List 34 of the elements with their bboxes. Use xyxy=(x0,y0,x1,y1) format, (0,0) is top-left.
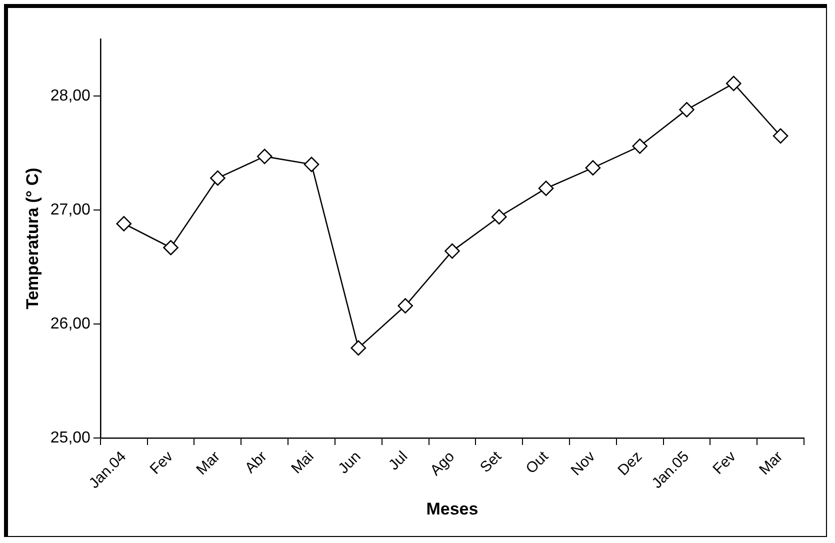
y-tick-label: 25,00 xyxy=(50,429,91,446)
point xyxy=(772,128,788,144)
point xyxy=(116,216,132,232)
point xyxy=(679,102,694,118)
x-tick-label: Fev xyxy=(146,448,177,478)
y-tick-label: 28,00 xyxy=(50,87,91,104)
point xyxy=(632,138,648,154)
x-axis-title: Meses xyxy=(426,499,478,518)
x-tick-label: Mai xyxy=(288,448,318,478)
x-tick-label: Abr xyxy=(242,448,270,477)
x-tick-label: Ago xyxy=(427,448,458,480)
point xyxy=(163,240,178,256)
x-tick-label: Out xyxy=(522,448,552,478)
x-tick-label: Mar xyxy=(193,448,224,478)
x-tick-label: Nov xyxy=(568,448,600,480)
x-tick-label: Set xyxy=(476,448,506,476)
point xyxy=(444,243,460,259)
point xyxy=(350,340,366,356)
x-tick-label: Jul xyxy=(385,448,412,474)
point xyxy=(398,298,413,314)
x-tick-label: Jun xyxy=(335,448,364,478)
point xyxy=(585,160,601,176)
y-axis-title: Temperatura (° C) xyxy=(22,168,42,310)
point xyxy=(304,156,320,172)
point xyxy=(538,180,554,196)
point xyxy=(256,148,272,164)
y-tick-label: 27,00 xyxy=(50,201,91,218)
point xyxy=(210,170,226,186)
x-tick-label: Mar xyxy=(756,448,786,478)
point xyxy=(726,76,742,92)
x-tick-label: Fev xyxy=(710,448,740,478)
y-tick-label: 26,00 xyxy=(50,315,91,332)
point xyxy=(491,209,507,224)
x-tick-label: Dez xyxy=(614,448,646,480)
